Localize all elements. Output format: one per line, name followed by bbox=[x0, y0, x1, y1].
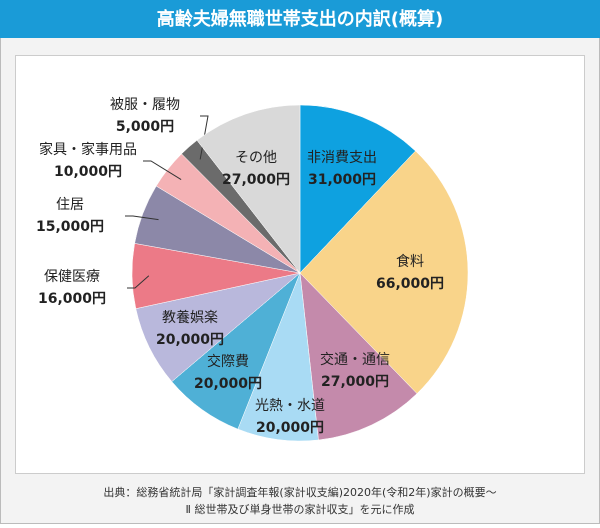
pie-slice bbox=[299, 150, 469, 394]
slice-label: 被服・履物 bbox=[110, 97, 180, 113]
value-label: 27,000円 bbox=[321, 374, 389, 390]
value-label: 31,000円 bbox=[308, 172, 376, 188]
slice-label: 家具・家事用品 bbox=[39, 141, 137, 158]
value-label: 15,000円 bbox=[36, 219, 104, 235]
pie-slice bbox=[196, 104, 301, 274]
value-label: 66,000円 bbox=[376, 276, 444, 292]
value-label: 20,000円 bbox=[256, 420, 324, 436]
slice-label: 教養娯楽 bbox=[162, 309, 218, 326]
slice-label: 交際費 bbox=[207, 353, 249, 370]
header-bar bbox=[0, 0, 600, 38]
source-line: 出典：総務省統計局「家計調査年報(家計収支編)2020年(令和2年)家計の概要～ bbox=[103, 485, 496, 499]
slice-label: その他 bbox=[235, 150, 277, 166]
slice-label: 光熱・水道 bbox=[255, 398, 325, 414]
value-label: 27,000円 bbox=[222, 172, 290, 188]
value-label: 5,000円 bbox=[116, 119, 174, 135]
chart-title: 高齢夫婦無職世帯支出の内訳(概算) bbox=[157, 8, 443, 30]
source-line: Ⅱ 総世帯及び単身世帯の家計収支」を元に作成 bbox=[186, 502, 415, 516]
leader-line bbox=[143, 160, 182, 180]
slice-label: 保健医療 bbox=[44, 268, 100, 285]
value-label: 10,000円 bbox=[54, 164, 122, 180]
value-label: 20,000円 bbox=[194, 376, 262, 392]
value-label: 16,000円 bbox=[38, 291, 106, 307]
leader-line bbox=[125, 215, 159, 221]
slice-label: 交通・通信 bbox=[320, 351, 390, 368]
pie-slice bbox=[299, 272, 418, 441]
value-label: 20,000円 bbox=[156, 332, 224, 348]
pie-slice bbox=[299, 104, 416, 274]
slice-label: 住居 bbox=[56, 197, 84, 213]
slice-label: 食料 bbox=[396, 253, 424, 270]
slice-label: 非消費支出 bbox=[307, 150, 377, 166]
leader-line bbox=[127, 275, 150, 289]
